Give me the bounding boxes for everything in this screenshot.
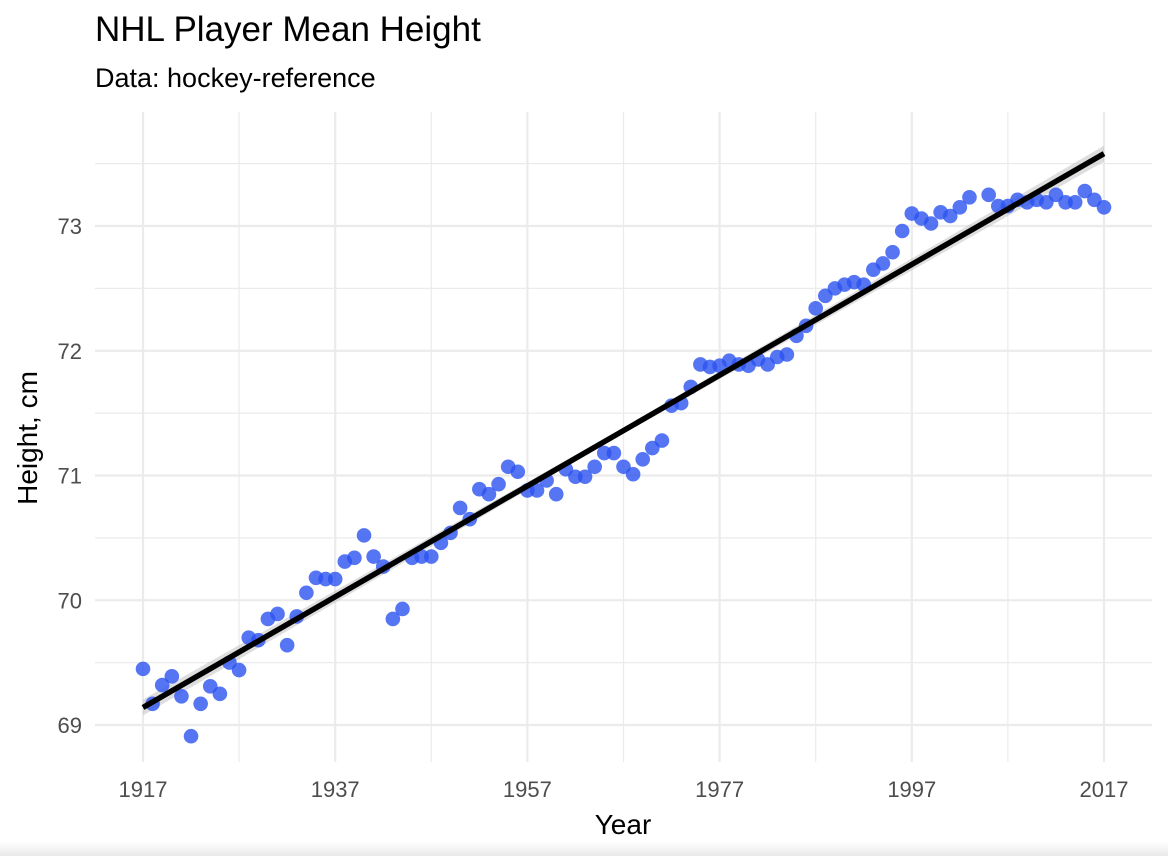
- data-point: [587, 459, 602, 475]
- data-point: [327, 571, 343, 587]
- y-tick-label: 72: [58, 339, 82, 364]
- x-tick-label: 1997: [887, 777, 936, 802]
- data-point: [510, 464, 526, 480]
- y-tick-label: 71: [58, 464, 82, 489]
- data-point: [529, 483, 545, 498]
- data-point: [548, 486, 564, 502]
- data-point: [164, 669, 180, 684]
- grid-lines: [95, 112, 1152, 762]
- data-point: [952, 199, 968, 215]
- chart-title: NHL Player Mean Height: [95, 10, 481, 49]
- y-tick-label: 73: [58, 214, 82, 239]
- data-point: [481, 486, 497, 502]
- data-point: [299, 585, 314, 601]
- data-point: [385, 611, 401, 627]
- x-tick-label: 2017: [1080, 777, 1129, 802]
- data-point: [193, 696, 208, 712]
- data-point: [356, 528, 372, 543]
- data-point: [347, 550, 362, 566]
- trend-line-group: [141, 151, 1106, 710]
- data-point: [1096, 199, 1112, 215]
- bottom-fade: [0, 842, 1168, 856]
- data-point: [395, 601, 410, 617]
- data-point: [962, 190, 977, 205]
- y-tick-labels: 69 70 71 72 73: [58, 214, 82, 738]
- y-axis-title: Height, cm: [12, 371, 43, 505]
- data-point: [606, 445, 622, 461]
- data-point: [366, 549, 381, 564]
- y-tick-label: 69: [58, 713, 82, 738]
- trend-line: [141, 151, 1106, 710]
- data-point: [231, 662, 247, 678]
- data-point: [279, 637, 295, 653]
- y-tick-label: 70: [58, 588, 82, 613]
- data-point: [894, 223, 910, 239]
- x-tick-label: 1937: [311, 777, 360, 802]
- data-point: [1067, 194, 1083, 210]
- data-point: [154, 677, 170, 693]
- data-point: [270, 606, 285, 622]
- data-point: [808, 301, 823, 316]
- data-point: [942, 208, 958, 224]
- data-point: [212, 686, 228, 702]
- data-point: [174, 689, 189, 704]
- chart-subtitle: Data: hockey-reference: [95, 63, 376, 93]
- x-tick-label: 1977: [695, 777, 744, 802]
- data-point: [135, 661, 151, 677]
- data-point: [875, 256, 891, 271]
- data-point: [183, 728, 199, 744]
- data-point: [654, 433, 670, 448]
- x-tick-labels: 1917 1937 1957 1977 1997 2017: [119, 777, 1129, 802]
- data-point: [981, 187, 996, 203]
- data-point: [424, 549, 439, 564]
- data-point: [577, 469, 593, 485]
- data-point: [452, 500, 468, 516]
- data-point: [1077, 183, 1093, 199]
- x-tick-label: 1917: [119, 777, 168, 802]
- data-point: [491, 476, 506, 492]
- data-point: [635, 451, 651, 467]
- x-axis-title: Year: [595, 809, 652, 840]
- x-tick-label: 1957: [503, 777, 552, 802]
- data-point: [779, 347, 795, 362]
- data-point: [923, 216, 939, 231]
- data-point: [625, 466, 641, 482]
- data-point: [885, 244, 900, 260]
